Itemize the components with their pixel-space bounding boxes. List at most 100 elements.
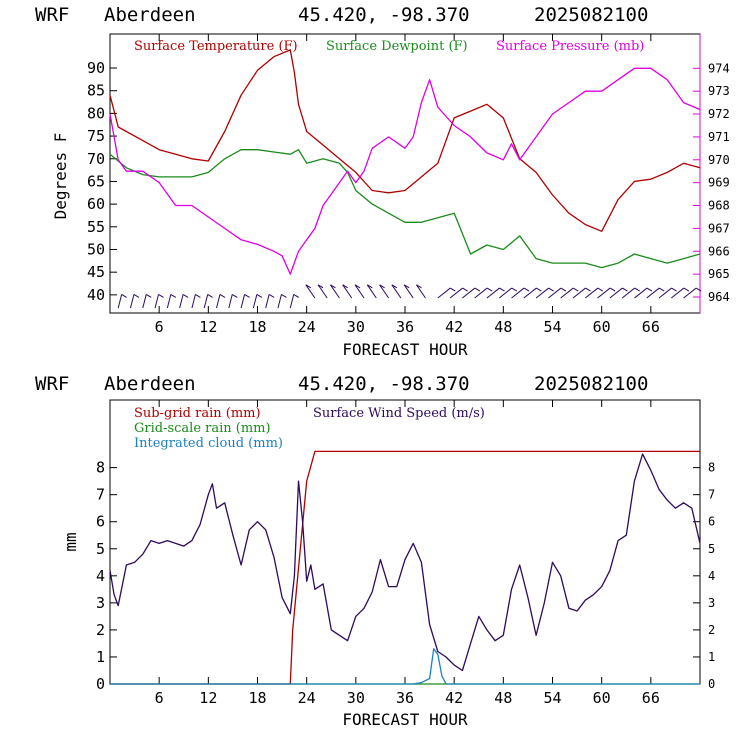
x-tick-label: 12 bbox=[199, 318, 217, 336]
wind-barb bbox=[548, 287, 562, 299]
wind-barb bbox=[289, 294, 295, 309]
y2-tick-label: 971 bbox=[708, 130, 730, 144]
wind-barb bbox=[317, 284, 328, 299]
wind-barb bbox=[621, 287, 635, 299]
wind-barb-flag bbox=[486, 287, 493, 292]
x-tick-label: 60 bbox=[593, 318, 611, 336]
y-tick-label: 3 bbox=[96, 594, 105, 612]
wind-barb bbox=[130, 294, 135, 309]
bottom-header: WRF Aberdeen 45.420, -98.370 2025082100 bbox=[35, 373, 648, 395]
x-tick-label: 12 bbox=[199, 689, 217, 707]
series-line-2 bbox=[109, 453, 701, 672]
series-line-1 bbox=[110, 450, 700, 685]
wind-barb bbox=[535, 287, 549, 299]
y-tick-label: 60 bbox=[87, 195, 105, 213]
wind-barb-flag bbox=[133, 294, 140, 298]
wind-barb bbox=[462, 287, 476, 299]
x-tick-label: 48 bbox=[494, 689, 512, 707]
wind-barb bbox=[474, 287, 488, 299]
wind-barb-flag bbox=[281, 294, 287, 298]
temperature-y-axis-label: Degrees F bbox=[51, 133, 70, 220]
y-tick-label: 7 bbox=[96, 486, 105, 504]
precip-series bbox=[109, 450, 701, 685]
pressure-y-ticks: 964 965 966 967 968 969 970 971 972 973 974 bbox=[693, 61, 730, 304]
y2-tick-label: 966 bbox=[708, 244, 730, 258]
x-tick-label: 6 bbox=[155, 318, 164, 336]
station-label: Aberdeen bbox=[104, 4, 196, 26]
y-tick-label: 5 bbox=[96, 540, 105, 558]
wind-barb bbox=[379, 284, 390, 299]
x-tick-label: 6 bbox=[155, 689, 164, 707]
wind-barb bbox=[354, 284, 365, 299]
y2-tick-label: 967 bbox=[708, 221, 730, 235]
y-tick-label: 80 bbox=[87, 104, 105, 122]
precip-y-axis-label: mm bbox=[61, 532, 80, 551]
temperature-legend: Surface Temperature (F) Surface Dewpoint… bbox=[134, 39, 644, 54]
wind-barb bbox=[560, 287, 574, 299]
wind-barb-flag bbox=[391, 284, 398, 289]
x-tick-label: 54 bbox=[543, 318, 561, 336]
y-tick-label: 0 bbox=[96, 675, 105, 693]
wind-barb-flag bbox=[330, 284, 336, 289]
wind-barb-flag bbox=[597, 287, 604, 292]
y-tick-label: 90 bbox=[87, 59, 105, 77]
legend-cloud: Integrated cloud (mm) bbox=[134, 436, 283, 451]
wind-barb-flag bbox=[367, 284, 373, 289]
wind-barb bbox=[609, 287, 623, 299]
wind-barb-flag bbox=[695, 287, 702, 292]
wind-barb-flag bbox=[659, 287, 665, 292]
y-tick-label: 4 bbox=[96, 567, 105, 585]
wind-barb-flag bbox=[268, 294, 275, 298]
y2-tick-label: 8 bbox=[708, 461, 715, 475]
y-tick-label: 55 bbox=[87, 218, 105, 236]
y2-tick-label: 970 bbox=[708, 153, 730, 167]
station-label-2: Aberdeen bbox=[104, 373, 196, 395]
wind-barb bbox=[572, 287, 586, 299]
wind-barb bbox=[277, 294, 282, 309]
y2-tick-label: 2 bbox=[708, 623, 715, 637]
y2-tick-label: 964 bbox=[708, 290, 730, 304]
model-label-2: WRF bbox=[35, 373, 69, 395]
y-tick-label: 45 bbox=[87, 263, 105, 281]
wind-barb-flag bbox=[379, 284, 385, 289]
wind-barb-flag bbox=[219, 294, 226, 298]
wind-barb-flag bbox=[646, 287, 653, 292]
wind-barb-flag bbox=[305, 284, 312, 289]
wind-barb bbox=[449, 287, 463, 299]
x-tick-label: 30 bbox=[347, 318, 365, 336]
y2-tick-label: 1 bbox=[708, 650, 715, 664]
wind-barb-flag bbox=[462, 287, 468, 292]
wind-barb-flag bbox=[170, 294, 177, 298]
wind-barb bbox=[240, 294, 246, 309]
top-header: WRF Aberdeen 45.420, -98.370 2025082100 bbox=[35, 4, 648, 26]
wind-barb bbox=[252, 294, 258, 309]
legend-pressure: Surface Pressure (mb) bbox=[496, 39, 644, 54]
x-tick-label: 24 bbox=[298, 689, 316, 707]
y2-tick-label: 3 bbox=[708, 596, 715, 610]
wind-barb bbox=[366, 284, 377, 299]
series-line-4 bbox=[110, 648, 700, 685]
x-tick-label: 36 bbox=[396, 318, 414, 336]
precip-legend: Sub-grid rain (mm) Surface Wind Speed (m… bbox=[134, 406, 485, 451]
wind-barb-flag bbox=[207, 294, 213, 298]
wind-barb bbox=[683, 287, 697, 299]
x-tick-label: 66 bbox=[642, 318, 660, 336]
x-tick-label: 42 bbox=[445, 318, 463, 336]
wind-barb bbox=[228, 294, 233, 309]
y2-tick-label: 965 bbox=[708, 267, 730, 281]
temperature-x-ticks: 6 12 18 24 30 36 42 48 54 60 66 bbox=[155, 34, 660, 336]
wind-barb bbox=[166, 294, 172, 309]
wind-barb bbox=[634, 287, 648, 299]
wind-barb bbox=[391, 284, 402, 299]
y2-tick-label: 968 bbox=[708, 199, 730, 213]
wind-barb bbox=[117, 294, 123, 309]
coords-label-2: 45.420, -98.370 bbox=[298, 373, 470, 395]
wind-barb bbox=[597, 287, 611, 299]
wind-barb bbox=[498, 287, 513, 299]
temperature-frame bbox=[109, 33, 701, 314]
wind-barb bbox=[584, 287, 599, 299]
x-tick-label: 24 bbox=[298, 318, 316, 336]
wind-barb-flag bbox=[609, 287, 616, 292]
wind-barb bbox=[523, 287, 537, 299]
